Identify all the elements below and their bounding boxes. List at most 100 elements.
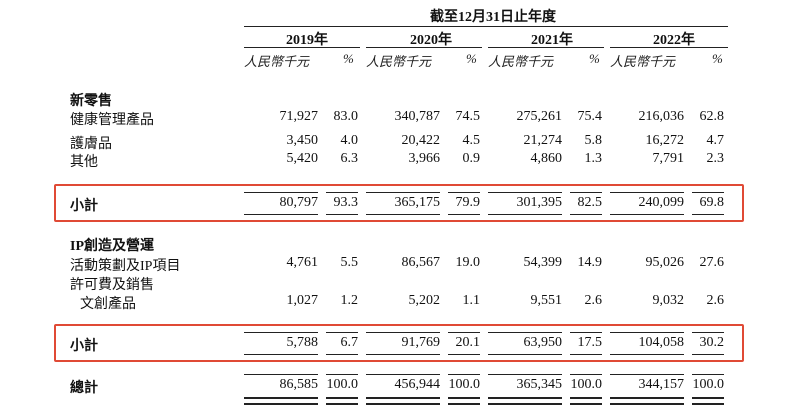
pct-cell: 62.8 (699, 109, 725, 124)
cell-top-rule (326, 192, 358, 193)
amount-cell: 4,761 (286, 255, 319, 270)
row-label-skincare: 護膚品 (70, 137, 112, 152)
cell-bottom-rule (244, 354, 318, 355)
pct-cell: 6.7 (340, 335, 359, 350)
amount-cell: 216,036 (638, 109, 685, 124)
amount-cell: 3,966 (408, 151, 441, 166)
pct-cell: 100.0 (692, 377, 725, 392)
double-underline-rule (488, 397, 562, 399)
amount-cell: 16,272 (645, 133, 685, 148)
unit-pct-2020: % (466, 51, 477, 66)
unit-pct-2019: % (343, 51, 354, 66)
cell-bottom-rule (244, 214, 318, 215)
section-title-new-retail: 新零售 (70, 94, 112, 109)
double-underline-rule (366, 403, 440, 405)
period-header-rule (244, 26, 728, 27)
amount-cell: 365,175 (394, 195, 441, 210)
cell-top-rule (448, 192, 480, 193)
double-underline-rule (570, 403, 602, 405)
cell-top-rule (692, 332, 724, 333)
unit-pct-2022: % (712, 51, 723, 66)
cell-top-rule (366, 374, 440, 375)
amount-cell: 86,585 (279, 377, 319, 392)
pct-cell: 74.5 (455, 109, 481, 124)
pct-cell: 2.6 (584, 293, 603, 308)
double-underline-rule (244, 397, 318, 399)
cell-top-rule (570, 332, 602, 333)
cell-top-rule (244, 192, 318, 193)
total-label: 總計 (70, 381, 98, 396)
amount-cell: 9,032 (652, 293, 685, 308)
pct-cell: 2.3 (706, 151, 725, 166)
period-header: 截至12月31日止年度 (430, 10, 556, 25)
pct-cell: 5.8 (584, 133, 603, 148)
cell-top-rule (488, 192, 562, 193)
amount-cell: 80,797 (279, 195, 319, 210)
pct-cell: 75.4 (577, 109, 603, 124)
amount-cell: 91,769 (401, 335, 441, 350)
cell-top-rule (366, 332, 440, 333)
amount-cell: 95,026 (645, 255, 685, 270)
cell-bottom-rule (692, 354, 724, 355)
year-2019-rule (244, 47, 360, 48)
row-label-events-ip: 活動策劃及IP項目 (70, 259, 181, 274)
amount-cell: 54,399 (523, 255, 563, 270)
amount-cell: 4,860 (530, 151, 563, 166)
pct-cell: 14.9 (577, 255, 603, 270)
unit-amount-2019: 人民幣千元 (244, 54, 310, 69)
cell-top-rule (448, 374, 480, 375)
year-2019-header: 2019年 (286, 33, 328, 48)
cell-bottom-rule (488, 214, 562, 215)
amount-cell: 9,551 (530, 293, 563, 308)
amount-cell: 63,950 (523, 335, 563, 350)
pct-cell: 19.0 (455, 255, 481, 270)
double-underline-rule (326, 403, 358, 405)
cell-top-rule (244, 374, 318, 375)
double-underline-rule (692, 397, 724, 399)
pct-cell: 4.5 (462, 133, 481, 148)
cell-top-rule (610, 192, 684, 193)
row-label-others: 其他 (70, 155, 98, 170)
cell-top-rule (326, 332, 358, 333)
cell-top-rule (692, 374, 724, 375)
subtotal-label-ip: 小計 (70, 339, 98, 354)
unit-amount-2022: 人民幣千元 (610, 54, 676, 69)
amount-cell: 86,567 (401, 255, 441, 270)
pct-cell: 30.2 (699, 335, 725, 350)
amount-cell: 7,791 (652, 151, 685, 166)
cell-top-rule (326, 374, 358, 375)
pct-cell: 82.5 (577, 195, 603, 210)
cell-bottom-rule (570, 214, 602, 215)
double-underline-rule (366, 397, 440, 399)
cell-top-rule (610, 374, 684, 375)
pct-cell: 100.0 (570, 377, 603, 392)
unit-amount-2021: 人民幣千元 (488, 54, 554, 69)
cell-bottom-rule (610, 354, 684, 355)
double-underline-rule (610, 403, 684, 405)
cell-bottom-rule (570, 354, 602, 355)
cell-bottom-rule (366, 354, 440, 355)
amount-cell: 5,788 (286, 335, 319, 350)
pct-cell: 100.0 (448, 377, 481, 392)
cell-bottom-rule (448, 214, 480, 215)
pct-cell: 0.9 (462, 151, 481, 166)
cell-bottom-rule (366, 214, 440, 215)
year-2020-rule (366, 47, 482, 48)
subtotal-label-new-retail: 小計 (70, 199, 98, 214)
cell-top-rule (610, 332, 684, 333)
pct-cell: 100.0 (326, 377, 359, 392)
pct-cell: 6.3 (340, 151, 359, 166)
pct-cell: 4.0 (340, 133, 359, 148)
amount-cell: 21,274 (523, 133, 563, 148)
double-underline-rule (244, 403, 318, 405)
unit-amount-2020: 人民幣千元 (366, 54, 432, 69)
row-label-license-sales: 許可費及銷售 (70, 278, 154, 293)
cell-bottom-rule (692, 214, 724, 215)
double-underline-rule (326, 397, 358, 399)
cell-bottom-rule (448, 354, 480, 355)
cell-bottom-rule (326, 354, 358, 355)
pct-cell: 69.8 (699, 195, 725, 210)
pct-cell: 2.6 (706, 293, 725, 308)
year-2021-header: 2021年 (531, 33, 573, 48)
cell-top-rule (692, 192, 724, 193)
